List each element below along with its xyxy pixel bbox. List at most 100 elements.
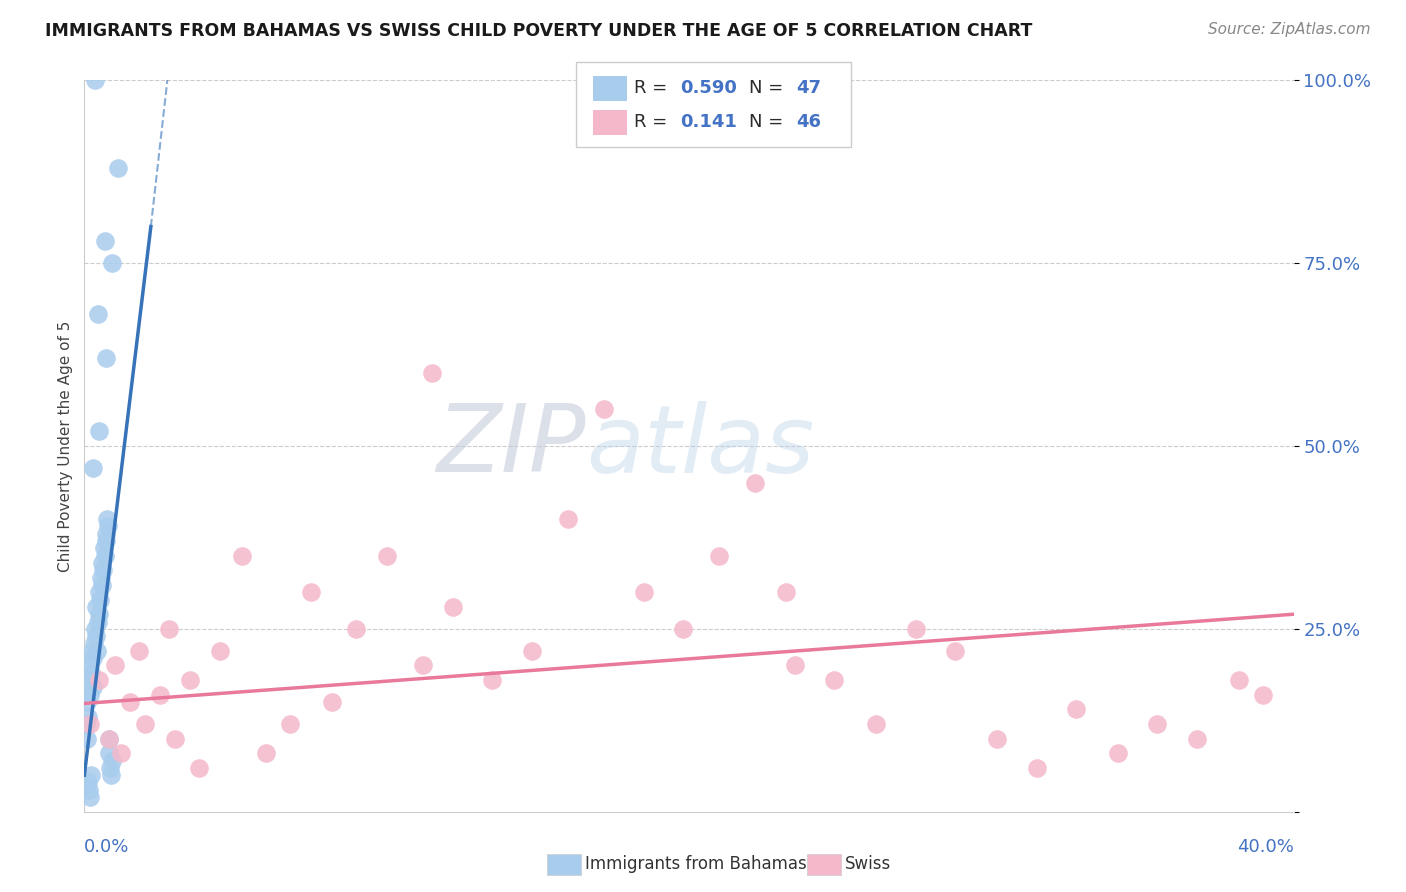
Point	[84, 622, 107, 636]
Point	[84, 629, 107, 643]
Point	[93, 541, 115, 556]
Point	[179, 673, 201, 687]
Point	[90, 578, 112, 592]
Point	[165, 731, 187, 746]
Point	[1146, 717, 1168, 731]
Point	[188, 761, 211, 775]
Point	[90, 571, 112, 585]
Point	[1253, 688, 1275, 702]
Point	[98, 746, 121, 760]
Point	[98, 761, 121, 775]
Text: N =: N =	[749, 113, 789, 131]
Point	[89, 607, 111, 622]
Text: R =: R =	[634, 79, 673, 97]
Point	[97, 519, 120, 533]
Point	[107, 161, 129, 175]
Point	[709, 549, 731, 563]
Point	[110, 746, 132, 760]
Point	[412, 658, 434, 673]
Point	[149, 688, 172, 702]
Text: 0.0%: 0.0%	[84, 838, 129, 856]
Point	[79, 790, 101, 805]
Point	[77, 782, 100, 797]
Point	[87, 615, 110, 629]
Text: Source: ZipAtlas.com: Source: ZipAtlas.com	[1208, 22, 1371, 37]
Point	[672, 622, 695, 636]
Point	[83, 636, 105, 650]
Point	[633, 585, 655, 599]
Point	[77, 775, 100, 789]
Text: Swiss: Swiss	[845, 855, 891, 873]
Point	[100, 754, 122, 768]
Point	[943, 644, 966, 658]
Point	[321, 695, 343, 709]
Point	[593, 402, 616, 417]
Point	[77, 673, 100, 687]
Point	[80, 665, 103, 680]
Point	[134, 717, 156, 731]
Point	[299, 585, 322, 599]
Point	[87, 307, 110, 321]
Point	[100, 768, 122, 782]
Point	[97, 731, 120, 746]
Point	[1107, 746, 1129, 760]
Point	[1227, 673, 1250, 687]
Point	[79, 658, 101, 673]
Point	[904, 622, 927, 636]
Point	[1064, 702, 1087, 716]
Point	[80, 644, 103, 658]
Point	[520, 644, 543, 658]
Text: 0.590: 0.590	[681, 79, 737, 97]
Point	[231, 549, 253, 563]
Point	[94, 549, 117, 563]
Point	[441, 599, 464, 614]
Point	[82, 461, 104, 475]
Point	[823, 673, 845, 687]
Point	[77, 709, 100, 723]
Point	[157, 622, 180, 636]
Point	[94, 534, 117, 549]
Text: R =: R =	[634, 113, 679, 131]
Point	[375, 549, 398, 563]
Point	[91, 563, 114, 577]
Point	[94, 234, 117, 248]
Point	[94, 526, 117, 541]
Text: 47: 47	[796, 79, 821, 97]
Point	[86, 644, 108, 658]
Point	[89, 425, 111, 439]
Point	[82, 651, 104, 665]
Point	[82, 681, 104, 695]
Point	[481, 673, 503, 687]
Point	[94, 351, 117, 366]
Text: atlas: atlas	[586, 401, 814, 491]
Point	[1185, 731, 1208, 746]
Point	[75, 717, 97, 731]
Point	[744, 475, 766, 490]
Text: ZIP: ZIP	[436, 401, 586, 491]
Point	[79, 717, 101, 731]
Point	[76, 731, 98, 746]
Point	[91, 556, 114, 570]
Point	[278, 717, 301, 731]
Point	[209, 644, 232, 658]
Point	[1025, 761, 1047, 775]
Point	[89, 592, 111, 607]
Point	[76, 695, 98, 709]
Point	[775, 585, 797, 599]
Point	[557, 512, 579, 526]
Point	[80, 768, 103, 782]
Point	[79, 688, 101, 702]
Point	[986, 731, 1008, 746]
Point	[96, 512, 118, 526]
Point	[346, 622, 368, 636]
Point	[254, 746, 277, 760]
Text: IMMIGRANTS FROM BAHAMAS VS SWISS CHILD POVERTY UNDER THE AGE OF 5 CORRELATION CH: IMMIGRANTS FROM BAHAMAS VS SWISS CHILD P…	[45, 22, 1032, 40]
Point	[865, 717, 887, 731]
Point	[89, 673, 111, 687]
Point	[97, 731, 120, 746]
Text: Immigrants from Bahamas: Immigrants from Bahamas	[585, 855, 807, 873]
Text: 0.141: 0.141	[681, 113, 737, 131]
Point	[100, 256, 122, 270]
Point	[118, 695, 141, 709]
Point	[128, 644, 150, 658]
